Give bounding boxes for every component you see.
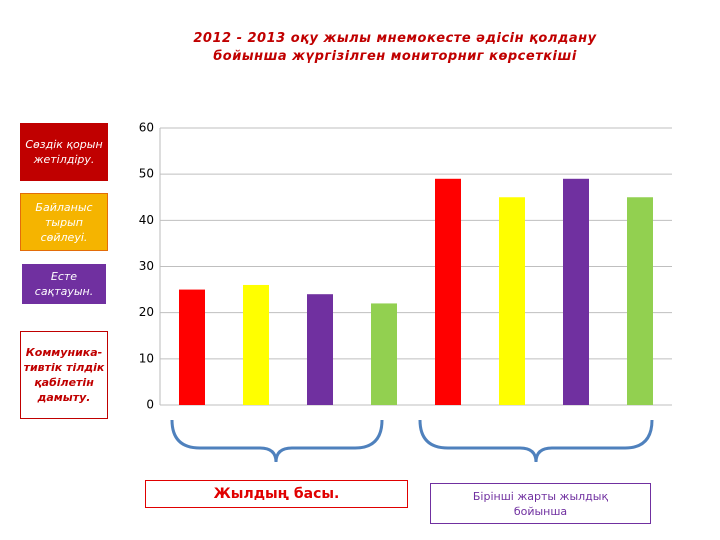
y-tick-label: 30 [139, 259, 154, 273]
group-label: Жылдың басы. [145, 480, 408, 508]
legend-entry: Сөздік қорын жетілдіру. [20, 123, 108, 181]
chart-title: 2012 - 2013 оқу жылы мнемокесте әдісін қ… [193, 31, 597, 64]
legend-entry: Есте сақтауын. [22, 264, 106, 304]
brace [170, 419, 384, 463]
y-tick-label: 40 [139, 213, 154, 227]
bar [371, 303, 397, 405]
braces [170, 419, 654, 463]
bar [563, 178, 589, 405]
y-tick-label: 60 [139, 121, 154, 135]
bar [307, 294, 333, 405]
y-tick-label: 0 [146, 398, 154, 412]
bar [627, 197, 653, 405]
bar [179, 289, 205, 405]
brace [418, 419, 654, 463]
bar [499, 197, 525, 405]
bar [243, 284, 269, 405]
legend-entry: Байланыс тырып сөйлеуі. [20, 193, 108, 251]
y-tick-label: 50 [139, 167, 154, 181]
legend-entry: Коммуника-тивтік тілдік қабілетін дамыту… [20, 331, 108, 419]
y-tick-label: 10 [139, 351, 154, 365]
bar [435, 178, 461, 405]
group-label: Бірінші жарты жылдық бойынша [430, 483, 651, 524]
y-tick-label: 20 [139, 305, 154, 319]
